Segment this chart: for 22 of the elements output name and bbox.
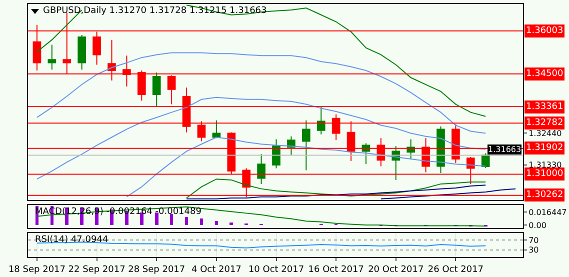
y-tick-label: 70 <box>528 236 539 245</box>
y-tick-label: 1.31330 <box>528 160 562 170</box>
ref-line-label: 1.31663 <box>488 145 522 154</box>
x-tick-label: 18 Sep 2017 <box>8 264 66 275</box>
x-tick-label: 26 Oct 2017 <box>428 264 484 275</box>
ref-line-label: 1.36003 <box>526 26 564 36</box>
y-tick-label: 0.016447 <box>528 208 567 217</box>
ref-line-label: 1.30262 <box>526 190 564 200</box>
ref-line-label: 1.31000 <box>526 169 564 179</box>
x-tick-label: 20 Oct 2017 <box>368 264 424 275</box>
y-tick-label: 0.00 <box>528 220 546 230</box>
y-tick-label: 30 <box>528 246 539 255</box>
ref-line-label: 1.31902 <box>526 143 564 153</box>
x-tick-label: 4 Oct 2017 <box>191 264 242 275</box>
y-tick-label: 1.32440 <box>528 128 562 138</box>
ref-line-label: 1.34500 <box>526 69 564 79</box>
ref-line-label: 1.33361 <box>526 102 564 112</box>
x-tick-label: 10 Oct 2017 <box>248 264 304 275</box>
ref-line-label: 1.32782 <box>526 118 564 128</box>
x-tick-label: 16 Oct 2017 <box>308 264 364 275</box>
x-tick-label: 28 Sep 2017 <box>128 264 186 275</box>
x-tick-label: 22 Sep 2017 <box>68 264 126 275</box>
